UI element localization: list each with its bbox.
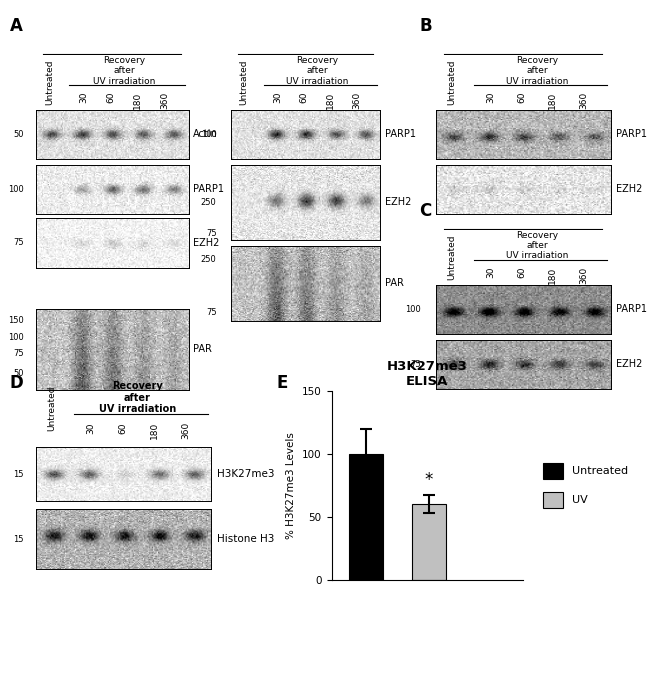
- Text: 30: 30: [273, 92, 282, 104]
- Text: 60: 60: [517, 267, 526, 279]
- Text: PARP1: PARP1: [616, 130, 647, 139]
- Text: EZH2: EZH2: [616, 359, 643, 369]
- Text: Untreated: Untreated: [240, 60, 249, 105]
- Text: EZH2: EZH2: [193, 238, 220, 248]
- Text: Actin: Actin: [193, 130, 218, 139]
- Text: Untreated: Untreated: [447, 235, 456, 280]
- Y-axis label: % H3K27me3 Levels: % H3K27me3 Levels: [287, 432, 296, 539]
- Text: D: D: [10, 374, 23, 392]
- Text: 250: 250: [201, 255, 216, 264]
- Text: 75: 75: [14, 348, 24, 357]
- Text: 15: 15: [14, 534, 24, 544]
- Text: Untreated: Untreated: [447, 60, 456, 105]
- Text: 50: 50: [14, 130, 24, 139]
- Text: Untreated: Untreated: [47, 386, 56, 431]
- Text: 100: 100: [406, 305, 421, 314]
- Text: PAR: PAR: [385, 279, 404, 288]
- Text: Recovery
after
UV irradiation: Recovery after UV irradiation: [99, 381, 176, 414]
- Text: 180: 180: [150, 422, 159, 439]
- Text: C: C: [419, 202, 432, 220]
- Text: 360: 360: [579, 267, 588, 284]
- Text: Recovery
after
UV irradiation: Recovery after UV irradiation: [286, 56, 348, 86]
- Text: 30: 30: [86, 422, 96, 434]
- Text: Histone H3: Histone H3: [216, 534, 274, 544]
- Text: E: E: [276, 374, 287, 392]
- Text: PAR: PAR: [193, 344, 212, 354]
- Legend: Untreated, UV: Untreated, UV: [538, 458, 632, 512]
- Text: 75: 75: [411, 359, 421, 369]
- Text: 60: 60: [300, 92, 309, 104]
- Bar: [349, 454, 384, 580]
- Bar: [411, 504, 447, 580]
- Text: PARP1: PARP1: [193, 185, 224, 194]
- Text: 180: 180: [326, 92, 335, 109]
- Text: 360: 360: [161, 92, 170, 109]
- Text: 50: 50: [14, 369, 24, 378]
- Text: Recovery
after
UV irradiation: Recovery after UV irradiation: [506, 56, 569, 86]
- Text: 180: 180: [133, 92, 142, 109]
- Text: Recovery
after
UV irradiation: Recovery after UV irradiation: [506, 230, 569, 261]
- Text: 60: 60: [106, 92, 115, 104]
- Text: 100: 100: [201, 130, 216, 139]
- Text: 180: 180: [549, 92, 557, 109]
- Text: 250: 250: [201, 198, 216, 207]
- Text: 180: 180: [549, 267, 557, 284]
- Text: B: B: [419, 17, 432, 35]
- Text: 360: 360: [181, 422, 190, 439]
- Text: H3K27me3: H3K27me3: [216, 469, 274, 479]
- Text: Recovery
after
UV irradiation: Recovery after UV irradiation: [93, 56, 155, 86]
- Text: EZH2: EZH2: [385, 198, 411, 207]
- Text: 75: 75: [206, 228, 216, 238]
- Text: Untreated: Untreated: [45, 60, 54, 105]
- Text: *: *: [424, 471, 433, 489]
- Text: 30: 30: [79, 92, 88, 104]
- Text: 75: 75: [14, 238, 24, 248]
- Text: 360: 360: [353, 92, 361, 109]
- Title: H3K27me3
ELISA: H3K27me3 ELISA: [387, 360, 468, 388]
- Text: 360: 360: [579, 92, 588, 109]
- Text: PARP1: PARP1: [385, 130, 416, 139]
- Text: 100: 100: [8, 333, 24, 342]
- Text: 100: 100: [8, 185, 24, 194]
- Text: EZH2: EZH2: [616, 185, 643, 194]
- Text: 30: 30: [486, 267, 495, 279]
- Text: 75: 75: [206, 308, 216, 318]
- Text: 60: 60: [118, 422, 127, 434]
- Text: 150: 150: [8, 316, 24, 325]
- Text: 30: 30: [486, 92, 495, 104]
- Text: 15: 15: [14, 469, 24, 479]
- Text: PARP1: PARP1: [616, 305, 647, 314]
- Text: A: A: [10, 17, 23, 35]
- Text: 60: 60: [517, 92, 526, 104]
